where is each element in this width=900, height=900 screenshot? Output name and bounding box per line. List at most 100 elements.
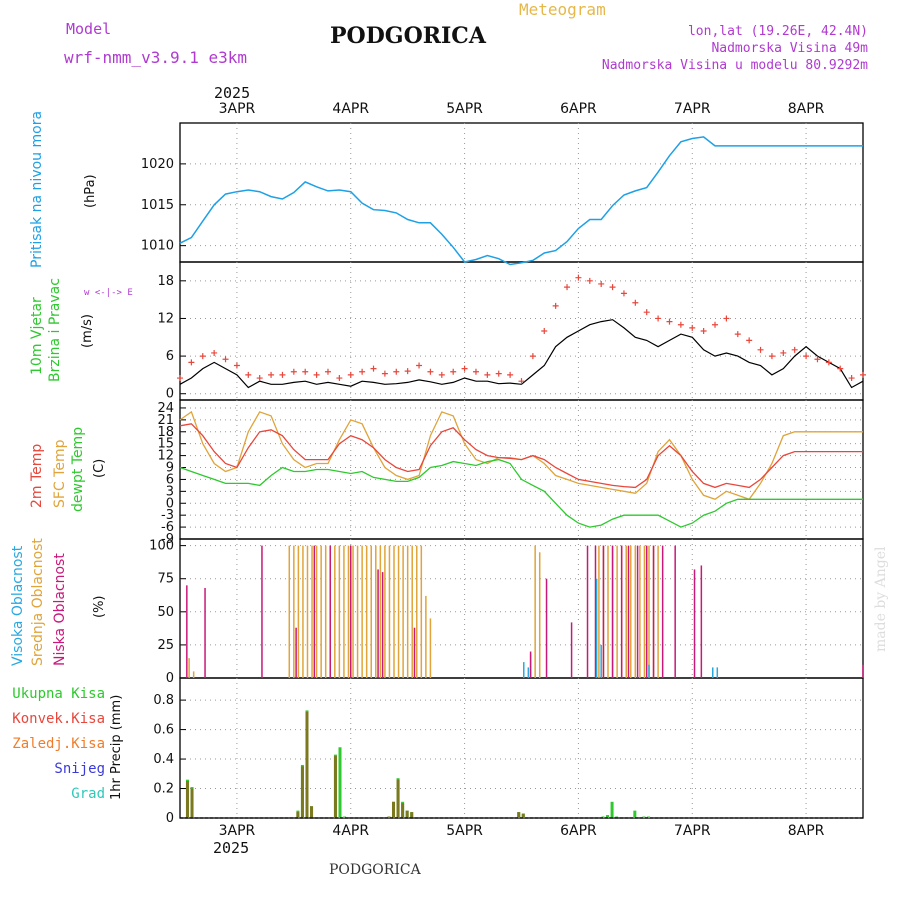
wind-gust-mark xyxy=(564,284,571,291)
wind-gust-mark xyxy=(700,328,707,334)
wind-axis-title-2: Brzina i Pravac xyxy=(47,278,63,382)
wind-gust-mark xyxy=(518,378,525,385)
wind-speed-line xyxy=(179,319,864,389)
y-tick-label: 18 xyxy=(157,425,174,440)
model-elevation-label: Nadmorska Visina u modelu 80.9292m xyxy=(601,58,868,73)
wind-gust-mark xyxy=(416,362,423,369)
conv-precip-bar xyxy=(410,812,414,818)
y-tick-label: 1015 xyxy=(141,198,174,213)
conv-precip-bar xyxy=(310,806,314,818)
cloud-axis-title-1: Visoka Oblacnost xyxy=(10,545,26,666)
y-tick-label: -9 xyxy=(161,532,174,547)
top-date-label: 6APR xyxy=(560,101,597,117)
top-date-label: 4APR xyxy=(332,101,369,117)
wind-gust-mark xyxy=(222,356,229,363)
legend-conv-rain: Konvek.Kisa xyxy=(12,711,105,727)
wind-gust-mark xyxy=(803,353,810,360)
elevation-label: Nadmorska Visina 49m xyxy=(711,41,868,56)
panel-frame xyxy=(179,122,864,263)
wind-gust-mark xyxy=(461,365,468,372)
y-tick-label: 0 xyxy=(166,671,174,686)
total-precip-bar xyxy=(343,816,347,818)
bottom-date-label: 5APR xyxy=(446,823,483,839)
wind-gust-mark xyxy=(438,371,445,378)
lonlat-label: lon,lat (19.26E, 42.4N) xyxy=(687,24,868,39)
y-tick-label: 75 xyxy=(157,572,174,587)
y-tick-label: 0.4 xyxy=(153,752,174,767)
page-title: PODGORICA xyxy=(330,23,486,49)
top-date-label: 5APR xyxy=(446,101,483,117)
y-tick-label: 12 xyxy=(157,449,174,464)
wind-gust-mark xyxy=(712,321,719,328)
conv-precip-bar xyxy=(405,810,409,818)
total-precip-bar xyxy=(601,816,605,818)
wind-gust-mark xyxy=(256,375,263,382)
y-tick-label: 0.8 xyxy=(153,693,174,708)
y-tick-label: 12 xyxy=(157,311,174,326)
wind-gust-mark xyxy=(746,337,753,344)
wind-gust-mark xyxy=(359,368,366,375)
total-precip-bar xyxy=(633,810,637,818)
watermark: made by Angel xyxy=(873,546,889,653)
wind-gust-mark xyxy=(302,368,309,375)
top-date-label: 3APR xyxy=(219,101,256,117)
wind-gust-mark xyxy=(177,375,183,382)
wind-gust-mark xyxy=(677,321,684,328)
total-precip-bar xyxy=(615,816,619,818)
y-tick-label: -6 xyxy=(161,520,174,535)
wind-gust-mark xyxy=(655,315,662,322)
y-tick-label: 0 xyxy=(166,496,174,511)
model-name: wrf-nmm_v3.9.1 e3km xyxy=(64,48,248,67)
wind-gust-mark xyxy=(860,371,866,378)
y-tick-label: 15 xyxy=(157,437,174,452)
panel-frame xyxy=(179,677,864,819)
temp-axis-title-2: SFC Temp xyxy=(52,439,68,508)
bottom-date-label: 4APR xyxy=(332,823,369,839)
wind-gust-mark xyxy=(791,346,798,353)
legend-snow: Snijeg xyxy=(54,761,105,777)
y-tick-label: 18 xyxy=(157,274,174,289)
y-tick-label: 50 xyxy=(157,605,174,620)
conv-precip-bar xyxy=(387,816,391,818)
wind-axis-title-1: 10m Vjetar xyxy=(29,297,45,375)
total-precip-bar xyxy=(646,816,650,818)
dewpoint-line xyxy=(179,458,863,528)
bottom-date-label: 8APR xyxy=(788,823,825,839)
conv-precip-bar xyxy=(392,801,396,818)
conv-precip-bar xyxy=(521,813,525,818)
legend-total-rain: Ukupna Kisa xyxy=(12,686,105,702)
wind-gust-mark xyxy=(757,346,764,353)
wind-gust-mark xyxy=(825,359,832,366)
y-tick-label: 21 xyxy=(157,413,174,428)
meteogram-label: Meteogram xyxy=(519,0,606,19)
y-tick-label: 0.6 xyxy=(153,723,174,738)
temp-unit: (C) xyxy=(92,458,107,478)
pressure-unit: (hPa) xyxy=(83,174,98,208)
wind-gust-mark xyxy=(381,370,388,377)
wind-gust-mark xyxy=(837,365,844,372)
conv-precip-bar xyxy=(517,812,521,818)
top-year: 2025 xyxy=(214,84,251,102)
cloud-axis-title-3: Niska Oblacnost xyxy=(52,553,68,666)
panel-frame xyxy=(179,399,864,540)
wind-gust-mark xyxy=(780,349,787,356)
conv-precip-bar xyxy=(185,781,189,818)
wind-gust-mark xyxy=(848,375,855,382)
y-tick-label: 1020 xyxy=(141,157,174,172)
temp-axis-title-1: 2m Temp xyxy=(29,443,45,508)
wind-gust-mark xyxy=(814,356,821,363)
wind-gust-mark xyxy=(450,368,457,375)
conv-precip-bar xyxy=(401,803,405,818)
conv-precip-bar xyxy=(296,812,300,818)
legend-hail: Grad xyxy=(71,786,105,802)
wind-gust-mark xyxy=(268,371,275,378)
y-tick-label: 25 xyxy=(157,638,174,653)
total-precip-bar xyxy=(610,801,614,818)
wind-gust-mark xyxy=(598,280,605,287)
wind-gust-mark xyxy=(393,368,400,375)
y-tick-label: 6 xyxy=(166,472,174,487)
pressure-line xyxy=(179,136,863,266)
total-precip-bar xyxy=(338,747,342,818)
conv-precip-bar xyxy=(190,788,194,818)
temp-axis-title-3: dewpt Temp xyxy=(70,426,86,512)
